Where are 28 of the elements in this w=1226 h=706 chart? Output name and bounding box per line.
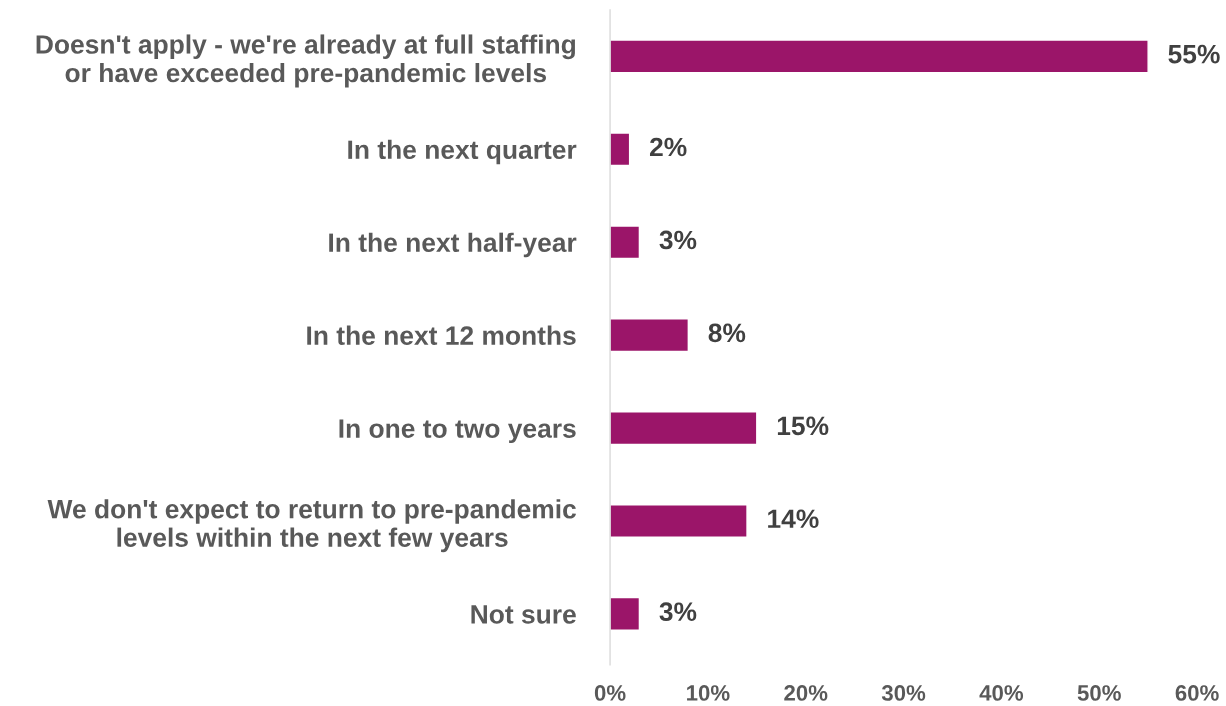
y-tick-label: We don't expect to return to pre-pandemic levels within the next few years (47, 499, 576, 553)
data-label: 3% (659, 602, 697, 622)
data-label: 14% (768, 509, 819, 529)
x-tick-label: 10% (687, 685, 730, 701)
x-tick-label: 20% (784, 685, 828, 701)
bar (610, 225, 641, 260)
data-label: 2% (649, 137, 687, 157)
data-label: 15% (777, 416, 829, 436)
y-tick-label: Doesn't apply - we're already at full staffing or have exceeded pre-pandemic levels (36, 34, 575, 88)
y-tick-label: In the next 12 months (307, 325, 576, 345)
bar (610, 318, 690, 353)
data-label: 3% (659, 230, 697, 250)
x-tick-label: 40% (979, 685, 1024, 701)
y-tick-label: In the next half-year (329, 232, 577, 258)
bar (610, 39, 1149, 74)
x-tick-label: 50% (1077, 685, 1121, 701)
bar (610, 504, 748, 538)
data-label: 8% (708, 323, 746, 343)
x-tick-label: 60% (1175, 685, 1219, 701)
x-tick-label: 0% (594, 685, 626, 701)
y-tick-label: Not sure (471, 605, 576, 624)
bar (610, 411, 758, 446)
bar (610, 132, 631, 167)
x-tick-label: 30% (881, 685, 926, 701)
y-tick-label: In one to two years (339, 419, 576, 444)
data-label: 55% (1168, 44, 1220, 64)
y-tick-label: In the next quarter (348, 139, 577, 165)
bar (610, 596, 641, 631)
